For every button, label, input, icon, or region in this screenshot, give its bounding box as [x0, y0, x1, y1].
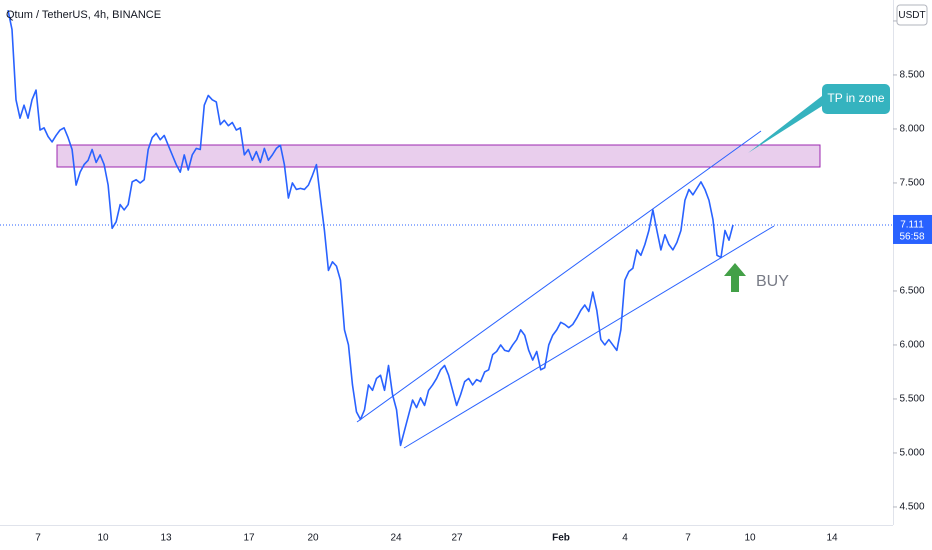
chart-title: Qtum / TetherUS, 4h, BINANCE: [6, 9, 161, 21]
y-tick-label: 8.000: [899, 124, 924, 135]
currency-box: [896, 4, 928, 26]
x-tick-label: 10: [744, 533, 756, 544]
y-tick-label: 5.000: [899, 448, 924, 459]
x-tick-label: 20: [307, 533, 319, 544]
currency: USDT: [898, 10, 925, 21]
target-zone: [56, 144, 821, 168]
callout-box: [822, 84, 890, 114]
channel-upper: [356, 130, 762, 423]
countdown: 56:58: [899, 232, 924, 243]
x-tick-label: 10: [97, 533, 109, 544]
callout-text: TP in zone: [827, 91, 884, 105]
x-tick-label: 13: [160, 533, 172, 544]
buy-arrow: [724, 263, 746, 292]
y-tick-label: 6.500: [899, 286, 924, 297]
x-tick-label: 27: [451, 533, 463, 544]
y-tick-label: 6.000: [899, 340, 924, 351]
x-tick-label: Feb: [552, 533, 570, 544]
channel-lower: [403, 225, 775, 449]
price-line: [7, 9, 734, 447]
x-tick-label: 24: [390, 533, 402, 544]
y-tick-label: 8.500: [899, 70, 924, 81]
x-tick-label: 7: [685, 533, 691, 544]
buy-label: BUY: [756, 273, 789, 290]
callout-pointer: [748, 96, 822, 153]
last-price-box: [893, 214, 932, 244]
x-tick-label: 7: [35, 533, 41, 544]
x-tick-label: 17: [243, 533, 255, 544]
x-tick-label: 14: [826, 533, 838, 544]
y-tick-label: 4.500: [899, 502, 924, 513]
y-tick-label: 5.500: [899, 394, 924, 405]
y-tick-label: 7.500: [899, 178, 924, 189]
x-tick-label: 4: [622, 533, 628, 544]
last-price-label: 7.111: [900, 220, 924, 231]
